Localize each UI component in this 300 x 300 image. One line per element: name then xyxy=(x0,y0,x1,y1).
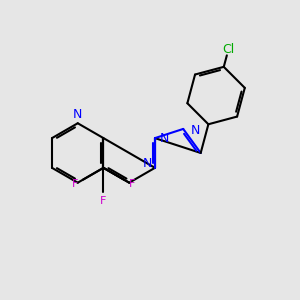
Text: F: F xyxy=(129,179,135,189)
Text: Cl: Cl xyxy=(222,43,235,56)
Text: F: F xyxy=(72,179,78,189)
Text: N: N xyxy=(142,158,152,170)
Text: N: N xyxy=(73,108,82,121)
Text: N: N xyxy=(190,124,200,137)
Text: N: N xyxy=(160,132,170,145)
Text: F: F xyxy=(100,196,107,206)
